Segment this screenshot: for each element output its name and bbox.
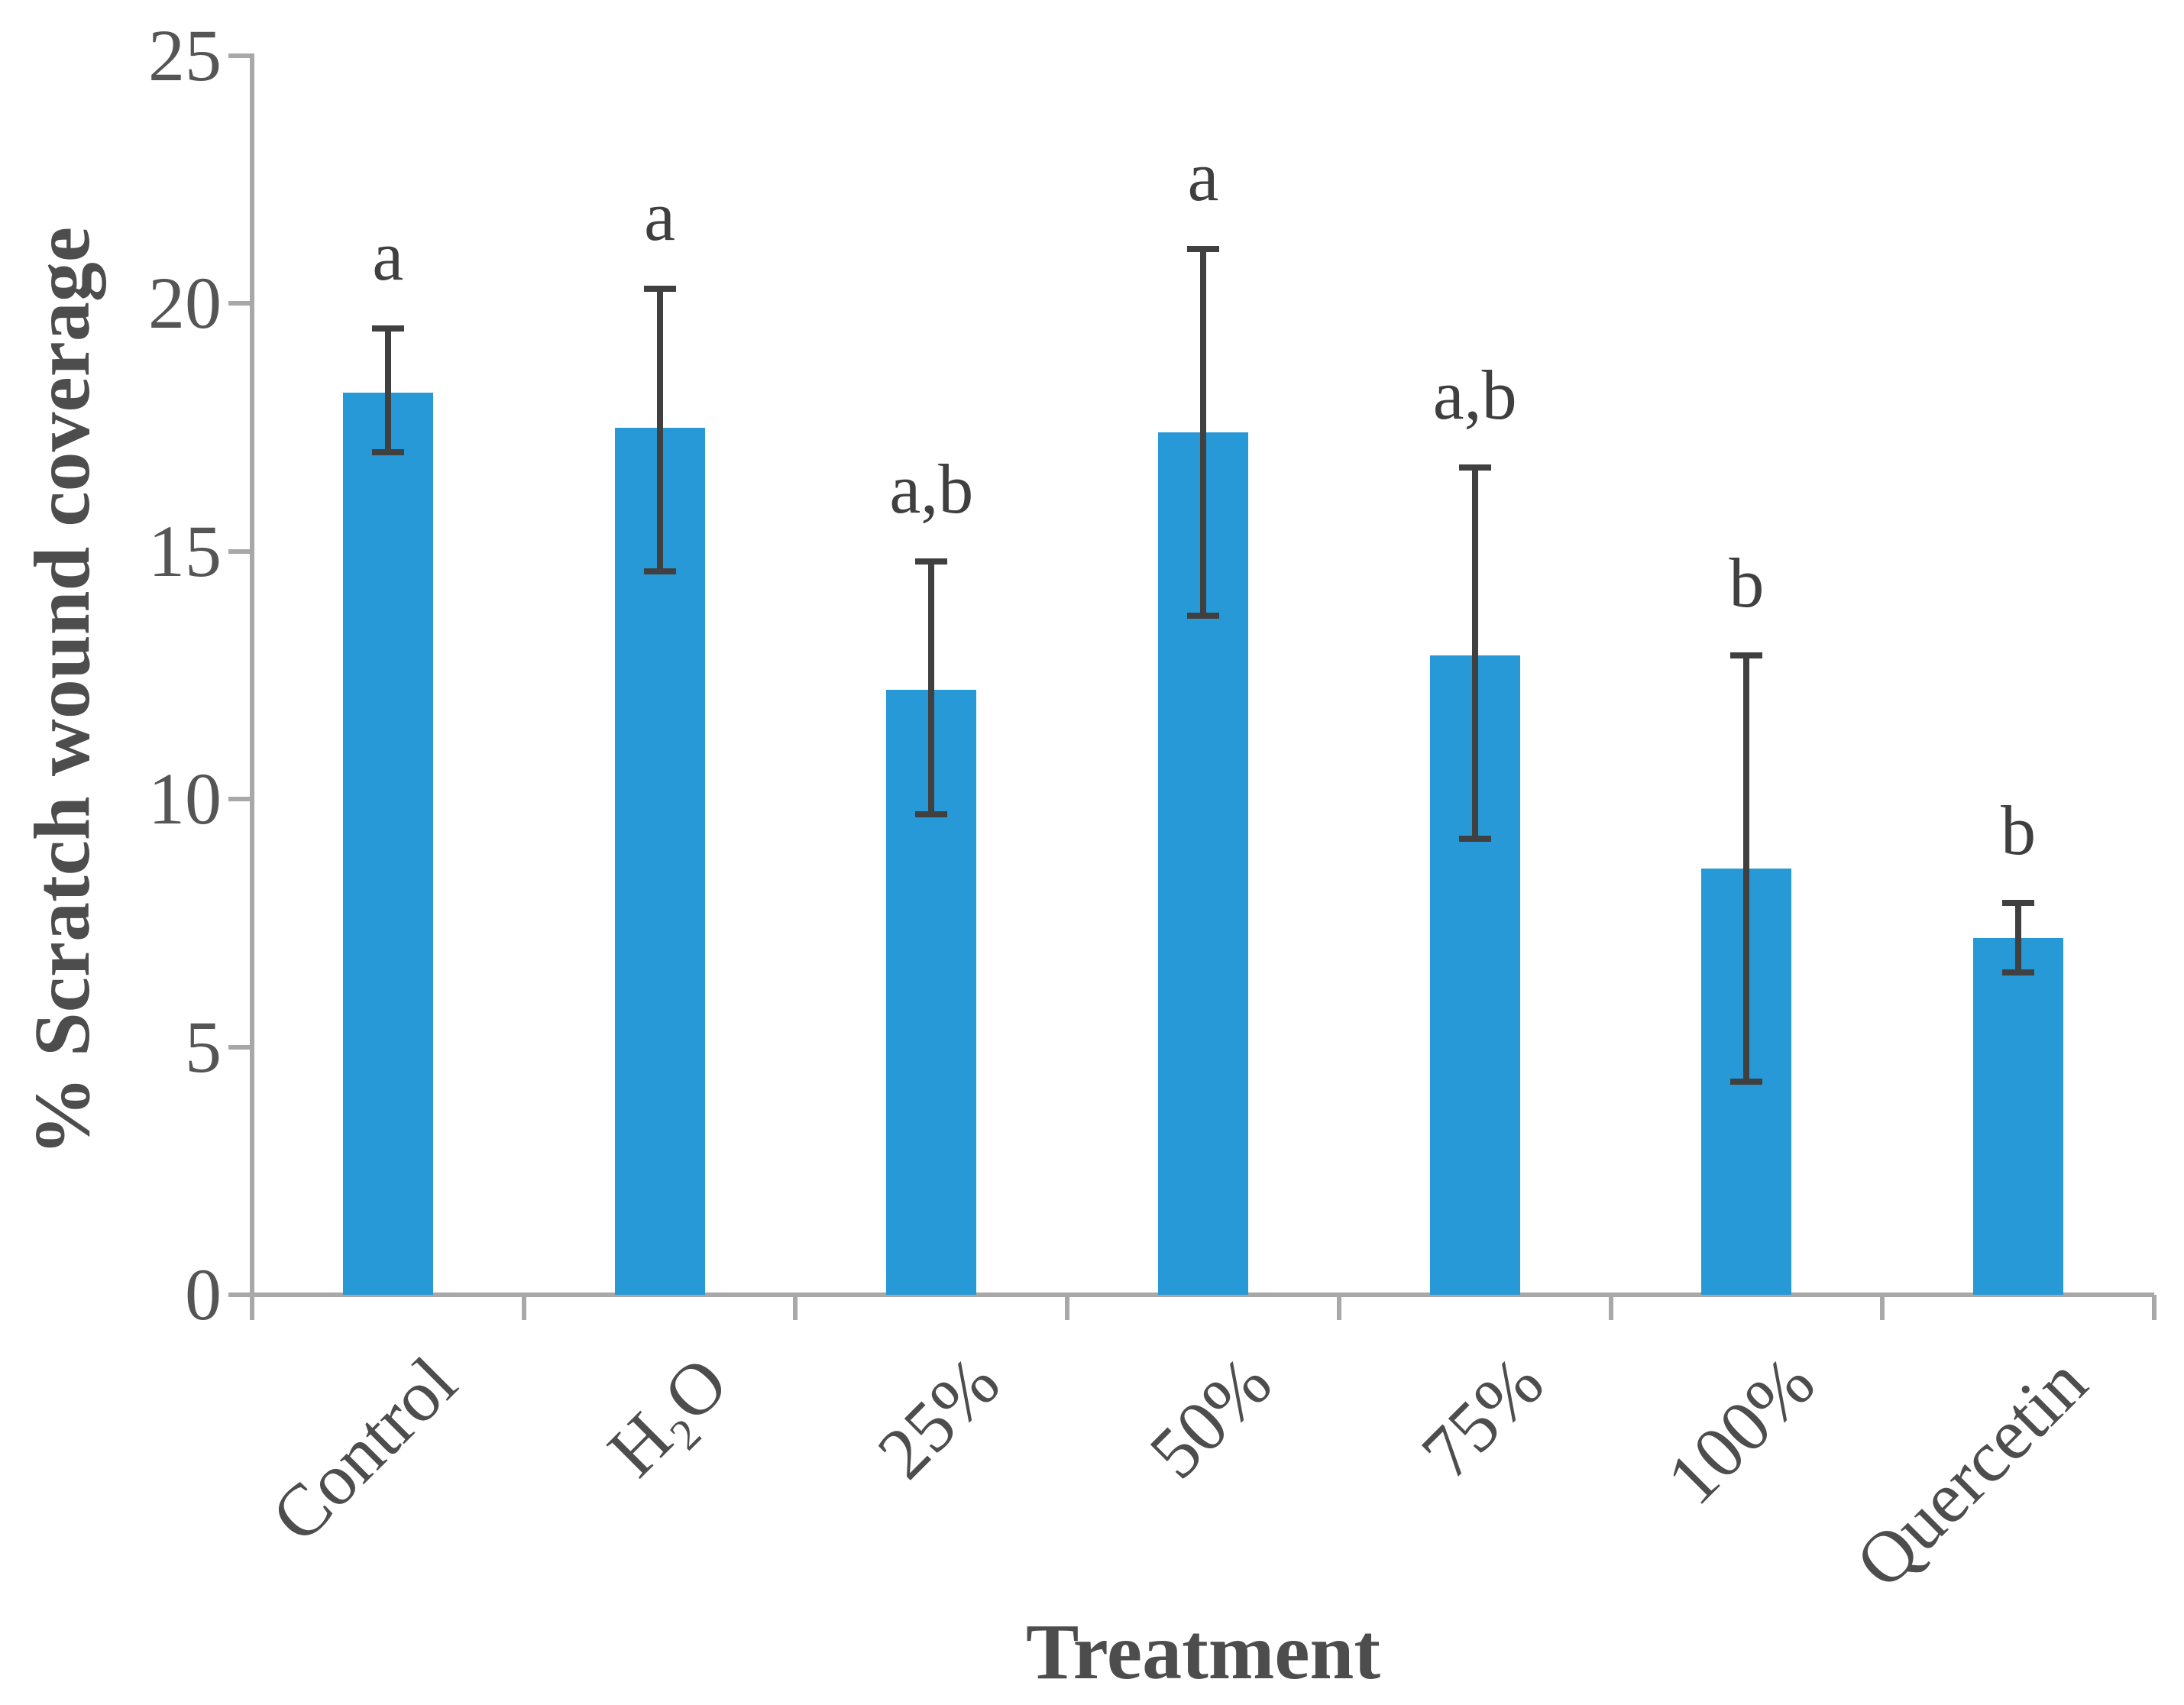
x-category-label-6: Quercetin	[1839, 1341, 2102, 1603]
error-bar-cap-bottom-1	[643, 568, 676, 574]
y-tick-mark-20	[228, 301, 252, 306]
x-tick-mark-6	[1880, 1295, 1885, 1320]
x-category-label-2: 25%	[862, 1341, 1015, 1494]
sig-letter-6: b	[2001, 791, 2037, 870]
x-category-label-3: 50%	[1134, 1341, 1287, 1494]
sig-letter-1: a	[644, 176, 675, 255]
x-category-label-1: H₂O	[592, 1341, 743, 1492]
sig-letter-3: a	[1187, 138, 1219, 216]
y-tick-mark-0	[228, 1292, 252, 1297]
x-category-label-5: 100%	[1651, 1341, 1830, 1520]
sig-letter-5: b	[1729, 544, 1765, 623]
y-tick-mark-25	[228, 53, 252, 58]
x-tick-mark-1	[521, 1295, 526, 1320]
error-bar-cap-top-0	[371, 325, 404, 332]
y-tick-label-25: 25	[148, 15, 222, 96]
error-bar-cap-top-6	[2002, 900, 2035, 907]
y-tick-label-0: 0	[185, 1254, 222, 1335]
error-bar-stem-1	[656, 288, 663, 571]
y-axis-title: % Scratch wound coverage	[18, 226, 106, 1157]
y-tick-label-20: 20	[148, 262, 222, 345]
error-bar-cap-bottom-2	[915, 810, 948, 817]
x-category-label-4: 75%	[1405, 1341, 1558, 1494]
error-bar-cap-top-4	[1458, 464, 1491, 471]
x-axis-title: Treatment	[1026, 1608, 1380, 1696]
error-bar-stem-6	[2015, 903, 2022, 973]
y-tick-label-5: 5	[185, 1005, 222, 1088]
y-tick-mark-15	[228, 548, 252, 554]
y-tick-mark-10	[228, 797, 252, 802]
error-bar-stem-4	[1471, 467, 1478, 840]
bar-0	[342, 393, 433, 1295]
sig-letter-0: a	[372, 216, 404, 295]
error-bar-cap-bottom-6	[2002, 969, 2035, 976]
x-tick-mark-0	[250, 1295, 254, 1320]
bar-6	[1973, 937, 2064, 1295]
error-bar-cap-top-1	[643, 285, 676, 292]
x-axis-line	[250, 1292, 2154, 1297]
error-bar-cap-bottom-0	[371, 449, 404, 456]
sig-letter-2: a,b	[889, 449, 974, 528]
error-bar-stem-3	[1200, 249, 1206, 616]
error-bar-stem-2	[928, 561, 935, 814]
y-tick-label-10: 10	[148, 758, 222, 840]
error-bar-cap-top-5	[1730, 652, 1763, 659]
error-bar-cap-bottom-4	[1458, 836, 1491, 843]
x-tick-mark-2	[793, 1295, 798, 1320]
error-bar-stem-0	[384, 328, 391, 453]
x-tick-mark-7	[2152, 1295, 2156, 1320]
x-category-label-0: Control	[255, 1341, 472, 1558]
error-bar-cap-top-2	[915, 558, 948, 565]
error-bar-stem-5	[1743, 655, 1750, 1082]
y-tick-mark-5	[228, 1044, 252, 1050]
y-axis-line	[250, 53, 254, 1299]
x-tick-mark-3	[1065, 1295, 1070, 1320]
x-tick-mark-5	[1608, 1295, 1613, 1320]
error-bar-cap-top-3	[1187, 246, 1219, 253]
y-tick-label-15: 15	[148, 510, 222, 592]
sig-letter-4: a,b	[1432, 355, 1517, 434]
x-tick-mark-4	[1336, 1295, 1341, 1320]
error-bar-cap-bottom-3	[1187, 613, 1219, 620]
error-bar-cap-bottom-5	[1730, 1079, 1763, 1085]
